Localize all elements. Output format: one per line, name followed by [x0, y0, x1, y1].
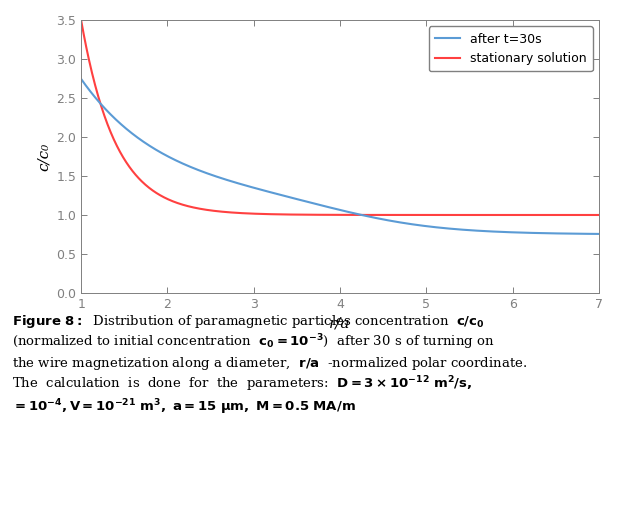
X-axis label: r/a: r/a	[329, 316, 351, 330]
stationary solution	[306, 212, 313, 218]
Legend: after t=30s, stationary solution: after t=30s, stationary solution	[429, 26, 593, 71]
after t=30s	[130, 132, 138, 138]
after t=30s	[595, 231, 603, 237]
after t=30s	[287, 194, 295, 200]
after t=30s	[306, 199, 313, 206]
Y-axis label: c/c₀: c/c₀	[37, 142, 51, 171]
stationary solution	[595, 212, 603, 218]
stationary solution	[481, 212, 489, 218]
after t=30s	[77, 76, 85, 82]
Text: $\mathbf{Figure\ 8:}$  Distribution of paramagnetic particles concentration  $\m: $\mathbf{Figure\ 8:}$ Distribution of pa…	[12, 313, 528, 417]
Line: stationary solution: stationary solution	[81, 20, 599, 215]
stationary solution	[130, 170, 138, 176]
stationary solution	[287, 212, 295, 218]
after t=30s	[433, 224, 441, 230]
Line: after t=30s: after t=30s	[81, 79, 599, 234]
after t=30s	[481, 228, 489, 234]
stationary solution	[433, 212, 441, 218]
stationary solution	[490, 212, 498, 218]
after t=30s	[490, 229, 498, 235]
stationary solution	[77, 17, 85, 23]
